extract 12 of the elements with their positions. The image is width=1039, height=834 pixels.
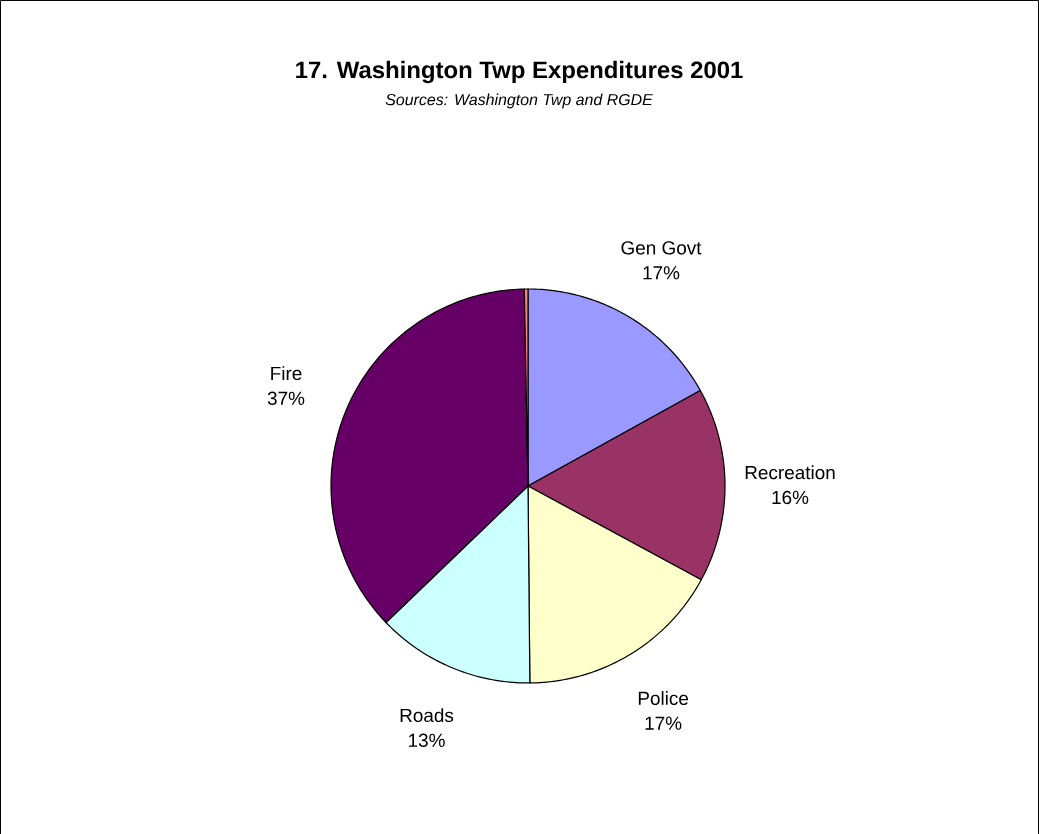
slice-label: Fire <box>271 365 302 380</box>
chart-title: 17. Washington Twp Expenditures 2001 <box>296 60 743 83</box>
data-label: 37% <box>267 391 305 405</box>
chart-subtitle: Sources: Washington Twp and RGDE <box>385 93 653 109</box>
slice-label: Recreation <box>745 465 835 480</box>
data-label: 17% <box>643 265 680 280</box>
slice-label: Gen Govt <box>621 240 702 255</box>
slice-label: Roads <box>400 707 454 722</box>
data-label: 16% <box>772 490 809 504</box>
slice-label: Police <box>638 690 689 705</box>
data-label: 13% <box>409 733 445 747</box>
data-label: 17% <box>645 716 682 730</box>
